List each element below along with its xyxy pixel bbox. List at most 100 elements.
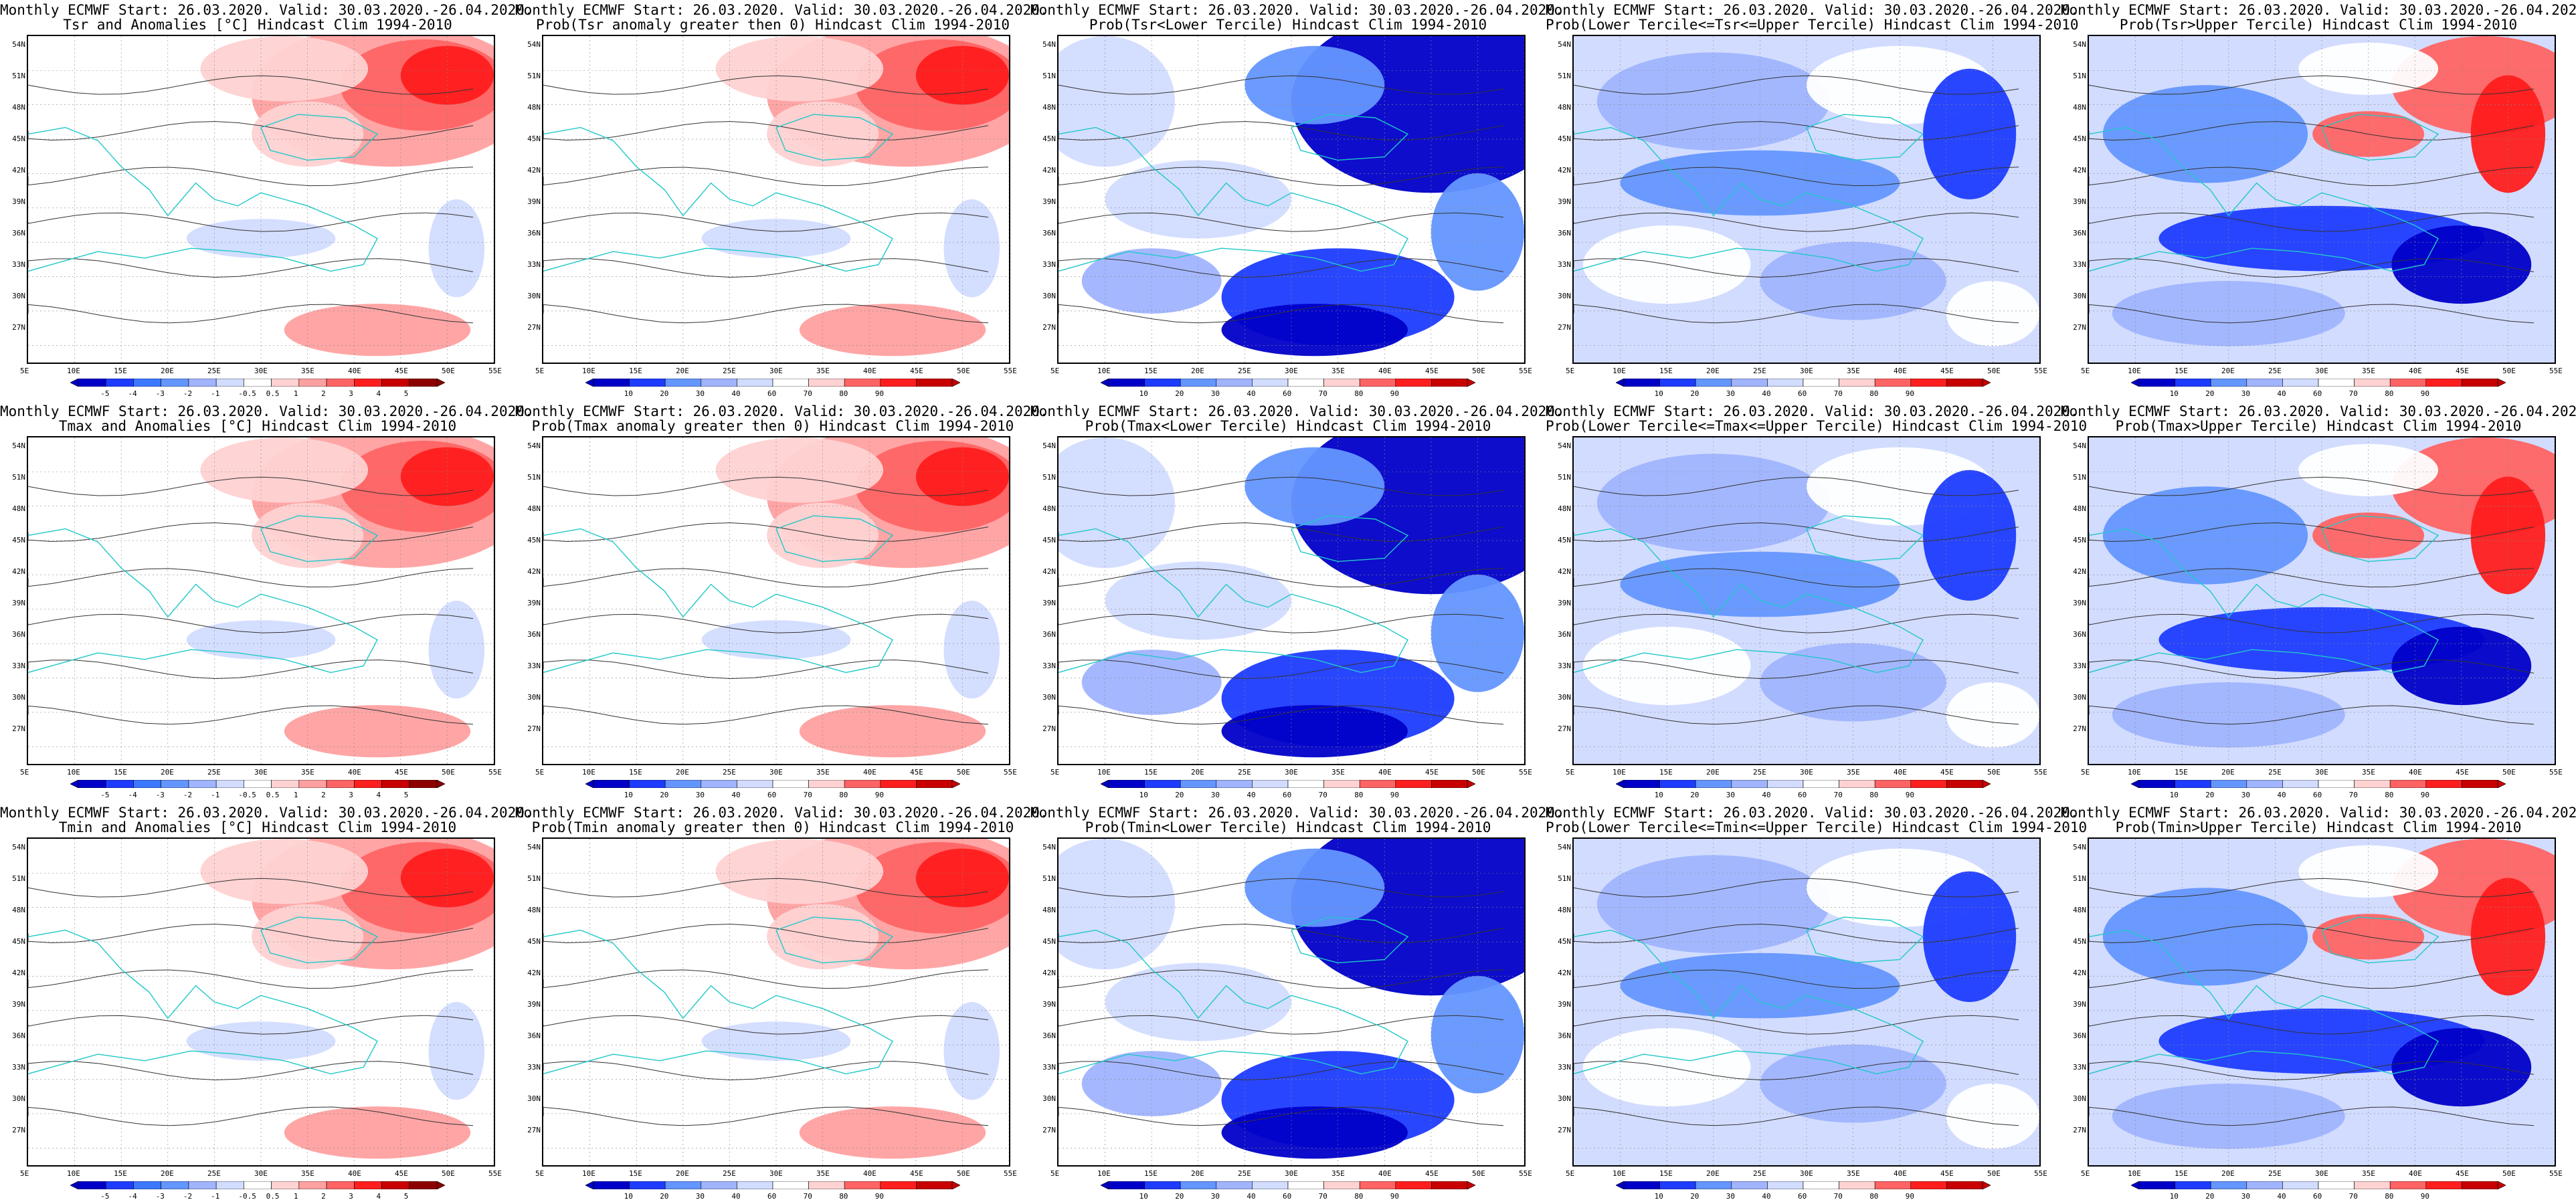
colorbar-arrow-right: [1467, 780, 1475, 788]
colorbar-swatch: [409, 780, 438, 788]
colorbar-swatch: [1874, 1181, 1912, 1189]
longitude-label: 15E: [629, 367, 642, 375]
isotherm-contour: [2089, 1106, 2535, 1126]
map-panel-tsr-2: Monthly ECMWF Start: 26.03.2020. Valid: …: [515, 0, 1048, 401]
latitude-label: 27N: [2073, 323, 2086, 332]
isotherm-contour: [2089, 258, 2535, 278]
latitude-label: 39N: [1558, 599, 1571, 607]
latitude-label: 54N: [12, 843, 25, 851]
latitude-label: 45N: [1558, 536, 1571, 544]
isotherm-contour: [1059, 660, 1504, 680]
shaded-region: [1431, 173, 1524, 291]
longitude-label: 55E: [2034, 367, 2047, 375]
colorbar-swatch: [1180, 1181, 1217, 1189]
colorbar-swatch: [737, 1181, 773, 1189]
isotherm-contour: [1059, 75, 1504, 95]
latitude-label: 54N: [12, 441, 25, 450]
longitude-label: 30E: [254, 768, 268, 777]
map-field: [1059, 36, 1524, 363]
isotherm-contour: [1059, 1061, 1504, 1081]
isotherm-contour: [1059, 476, 1504, 496]
shaded-region: [715, 839, 884, 904]
shaded-region: [1221, 1106, 1408, 1159]
shaded-region: [428, 199, 485, 298]
colorbar-swatch: [1910, 1181, 1947, 1189]
colorbar-label: 30: [1210, 1192, 1220, 1201]
longitude-label: 25E: [207, 768, 221, 777]
colorbar-label: 90: [2420, 791, 2430, 799]
latitude-label: 42N: [1042, 166, 1056, 175]
colorbar-label: 4: [376, 389, 381, 398]
isotherm-contour: [28, 568, 474, 588]
colorbar-swatch: [844, 1181, 881, 1189]
isotherm-contour: [1059, 212, 1504, 232]
colorbar-swatch: [2246, 379, 2283, 387]
colorbar-swatch: [2425, 1181, 2462, 1189]
colorbar-label: 40: [1247, 791, 1256, 799]
isotherm-contour: [28, 878, 474, 898]
colorbar-arrow-left: [1101, 379, 1109, 387]
latitude-label: 42N: [1558, 969, 1571, 977]
latitude-label: 48N: [2073, 504, 2086, 513]
map-panel-tmax-2: Monthly ECMWF Start: 26.03.2020. Valid: …: [515, 401, 1048, 803]
longitude-label: 25E: [2268, 768, 2282, 777]
colorbar-swatch: [78, 379, 106, 387]
colorbar-swatch: [1287, 780, 1324, 788]
latitude-label: 51N: [2073, 473, 2086, 482]
colorbar-swatch: [133, 780, 161, 788]
latitude-label: 51N: [2073, 72, 2086, 80]
longitude-label: 35E: [1331, 367, 1345, 375]
colorbar-label: 10: [1139, 389, 1148, 398]
colorbar-swatch: [1731, 1181, 1768, 1189]
longitude-label: 45E: [910, 1169, 923, 1178]
isotherm-contour: [1574, 1106, 2019, 1126]
colorbar-swatch: [105, 1181, 134, 1189]
latitude-label: 36N: [2073, 1031, 2086, 1040]
colorbar: [1616, 1181, 1991, 1189]
longitude-label: 5E: [20, 1169, 29, 1178]
longitude-label: 10E: [1097, 367, 1111, 375]
colorbar-label: 20: [660, 791, 669, 799]
coastline: [543, 528, 893, 674]
colorbar-arrow-right: [436, 780, 445, 788]
longitude-label: 5E: [1050, 367, 1060, 375]
colorbar: [2131, 379, 2506, 387]
longitude-label: 25E: [207, 1169, 221, 1178]
longitude-label: 25E: [723, 1169, 736, 1178]
map-area: [1057, 35, 1526, 364]
map-field: [543, 839, 1009, 1165]
shaded-region: [799, 705, 986, 758]
latitude-label: 36N: [12, 630, 25, 639]
colorbar-swatch: [772, 379, 809, 387]
panel-title-line1: Monthly ECMWF Start: 26.03.2020. Valid: …: [2061, 805, 2576, 821]
colorbar-swatch: [2175, 379, 2211, 387]
latitude-label: 54N: [2073, 40, 2086, 49]
latitude-label: 54N: [527, 843, 541, 851]
longitude-label: 15E: [1659, 1169, 1673, 1178]
longitude-label: 45E: [1425, 1169, 1439, 1178]
coastline: [1574, 126, 1924, 272]
latitude-label: 48N: [12, 906, 25, 914]
longitude-label: 45E: [1940, 1169, 1954, 1178]
longitude-label: 10E: [1097, 768, 1111, 777]
longitude-label: 35E: [816, 1169, 830, 1178]
colorbar-arrow-right: [951, 780, 960, 788]
colorbar-arrow-left: [70, 780, 79, 788]
colorbar-label: 70: [2349, 389, 2358, 398]
latitude-label: 54N: [2073, 441, 2086, 450]
colorbar-label: 60: [767, 389, 777, 398]
colorbar-swatch: [271, 780, 300, 788]
colorbar-label: 90: [875, 791, 885, 799]
colorbar-swatch: [772, 1181, 809, 1189]
colorbar-label: -4: [128, 791, 137, 799]
isotherm-contour: [28, 304, 474, 324]
longitude-label: 35E: [301, 367, 314, 375]
longitude-label: 40E: [1378, 1169, 1392, 1178]
map-panel-tmin-4: Monthly ECMWF Start: 26.03.2020. Valid: …: [1546, 803, 2087, 1204]
panel-title-line2: Prob(Tmax anomaly greater then 0) Hindca…: [531, 418, 1014, 434]
latitude-label: 42N: [1042, 567, 1056, 576]
longitude-label: 40E: [1894, 1169, 1907, 1178]
shaded-region: [2102, 486, 2308, 585]
isotherm-contour: [543, 1106, 989, 1126]
colorbar-label: 90: [1905, 791, 1915, 799]
